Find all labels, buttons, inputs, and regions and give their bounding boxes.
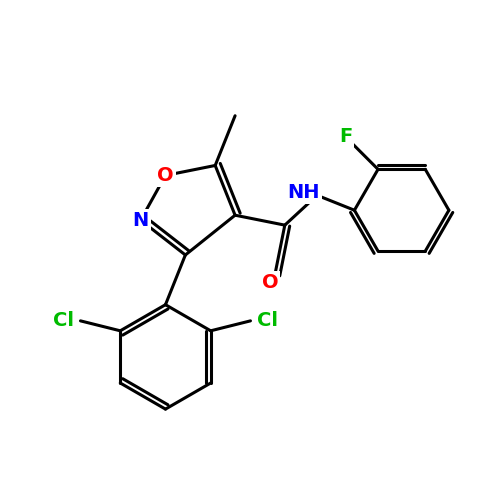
- Text: O: O: [262, 273, 278, 292]
- Text: O: O: [157, 166, 174, 185]
- Text: F: F: [339, 128, 352, 146]
- Text: Cl: Cl: [52, 312, 74, 330]
- Text: Cl: Cl: [258, 312, 278, 330]
- Text: NH: NH: [287, 184, 320, 203]
- Text: N: N: [132, 210, 148, 230]
